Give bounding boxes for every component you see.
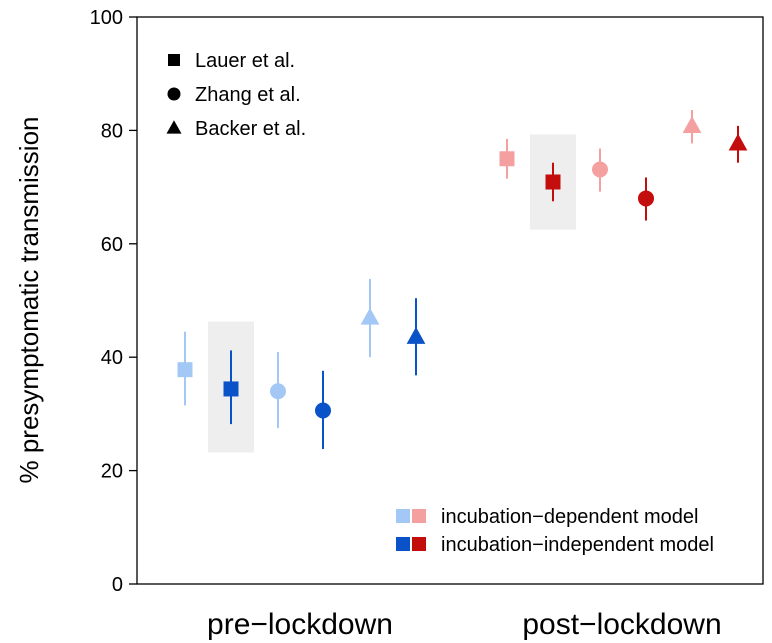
square-point — [177, 362, 193, 378]
data-points — [177, 109, 748, 450]
circle-point — [638, 190, 654, 207]
legend-swatch-red — [412, 509, 426, 523]
axes — [136, 16, 764, 585]
y-tick-label: 80 — [101, 120, 123, 142]
y-tick-label: 0 — [112, 574, 123, 596]
square-point — [545, 174, 561, 190]
square-point — [223, 381, 239, 397]
legend-triangle-icon — [166, 120, 182, 134]
legend-swatch-blue — [396, 509, 410, 523]
legend-model-label: incubation−independent model — [441, 534, 714, 556]
y-tick-label: 40 — [101, 347, 123, 369]
legend-model-label: incubation−dependent model — [441, 506, 698, 528]
study-legend: Lauer et al. Zhang et al. Backer et al. — [166, 50, 306, 140]
triangle-point — [360, 307, 380, 325]
model-legend: incubation−dependent model incubation−ind… — [396, 506, 714, 556]
triangle-point — [728, 133, 748, 151]
circle-point — [270, 383, 286, 400]
x-axis-categories: pre−lockdown post−lockdown — [207, 608, 722, 641]
legend-study-label: Zhang et al. — [195, 84, 301, 106]
legend-square-icon — [168, 54, 180, 66]
legend-study-label: Lauer et al. — [195, 50, 295, 72]
y-tick-label: 100 — [90, 7, 123, 29]
triangle-point — [406, 327, 426, 344]
legend-swatch-red — [412, 537, 426, 551]
y-tick-label: 60 — [101, 234, 123, 256]
triangle-point — [682, 116, 702, 133]
circle-point — [315, 402, 331, 419]
x-category-label: pre−lockdown — [207, 608, 393, 641]
circle-point — [592, 161, 608, 178]
highlight-boxes — [208, 134, 576, 453]
legend-study-label: Backer et al. — [195, 118, 306, 140]
legend-swatch-blue — [396, 537, 410, 551]
y-axis-ticks: 0 20 40 60 80 100 — [90, 7, 137, 596]
y-tick-label: 20 — [101, 461, 123, 483]
legend-circle-icon — [167, 87, 181, 101]
plot-frame — [136, 16, 764, 585]
square-point — [499, 151, 515, 167]
y-axis-label: % presymptomatic transmission — [14, 117, 44, 484]
x-category-label: post−lockdown — [522, 608, 721, 641]
